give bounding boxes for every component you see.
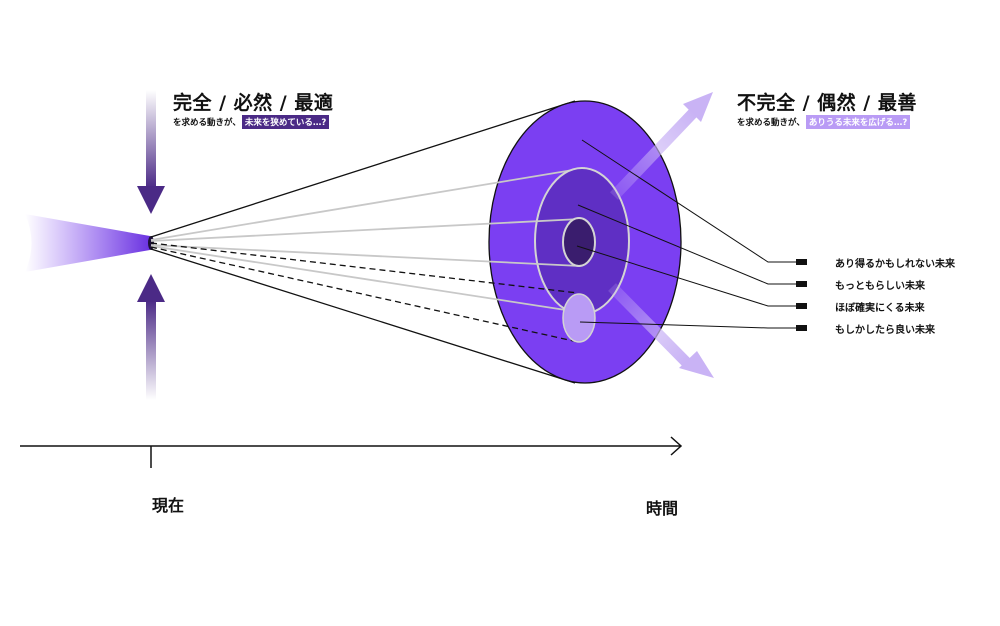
left-heading: 完全 / 必然 / 最適 [173, 92, 334, 114]
preferable-line-top [150, 242, 579, 294]
legend-marker-2 [796, 281, 807, 287]
widen-arrow-up [610, 92, 713, 200]
present-label: 現在 [152, 496, 185, 515]
plausible-line-top [150, 167, 586, 241]
left-sub-highlight: 未来を狭めている…? [241, 115, 330, 129]
legend-label-possible: あり得るかもしれない未来 [835, 259, 955, 270]
preferable-future-ellipse [562, 293, 596, 343]
cone-edge-top [150, 100, 576, 238]
left-sub-prefix: を求める動きが、 [173, 118, 241, 128]
legend-label-plausible: もっともらしい未来 [835, 281, 925, 292]
leader-possible [581, 139, 800, 263]
legend-label-probable: ほぼ確実にくる未来 [835, 303, 925, 314]
time-axis-arrowhead [670, 436, 683, 456]
legend-marker-3 [796, 303, 807, 309]
time-label: 時間 [646, 499, 679, 518]
plausible-line-bottom [150, 245, 586, 314]
legend-marker-1 [796, 259, 807, 265]
right-subline: を求める動きが、 ありうる未来を広げる…? [737, 115, 911, 129]
legend-marker-4 [796, 325, 807, 331]
past-funnel [25, 214, 150, 272]
leader-plausible [577, 204, 800, 285]
right-heading: 不完全 / 偶然 / 最善 [737, 92, 917, 114]
converge-arrow-down [137, 90, 165, 214]
left-subline: を求める動きが、 未来を狭めている…? [173, 115, 330, 129]
preferable-line-bottom [150, 246, 579, 343]
probable-line-bottom [150, 244, 581, 267]
probable-line-top [150, 218, 581, 242]
right-sub-highlight: ありうる未来を広げる…? [805, 115, 911, 129]
leader-probable [576, 245, 800, 307]
leader-preferable [579, 321, 800, 329]
right-sub-prefix: を求める動きが、 [737, 118, 805, 128]
probable-futures-core [562, 217, 596, 267]
legend-label-preferable: もしかしたら良い未来 [835, 325, 935, 336]
converge-arrow-up [137, 274, 165, 400]
cone-edge-bottom [150, 248, 576, 384]
